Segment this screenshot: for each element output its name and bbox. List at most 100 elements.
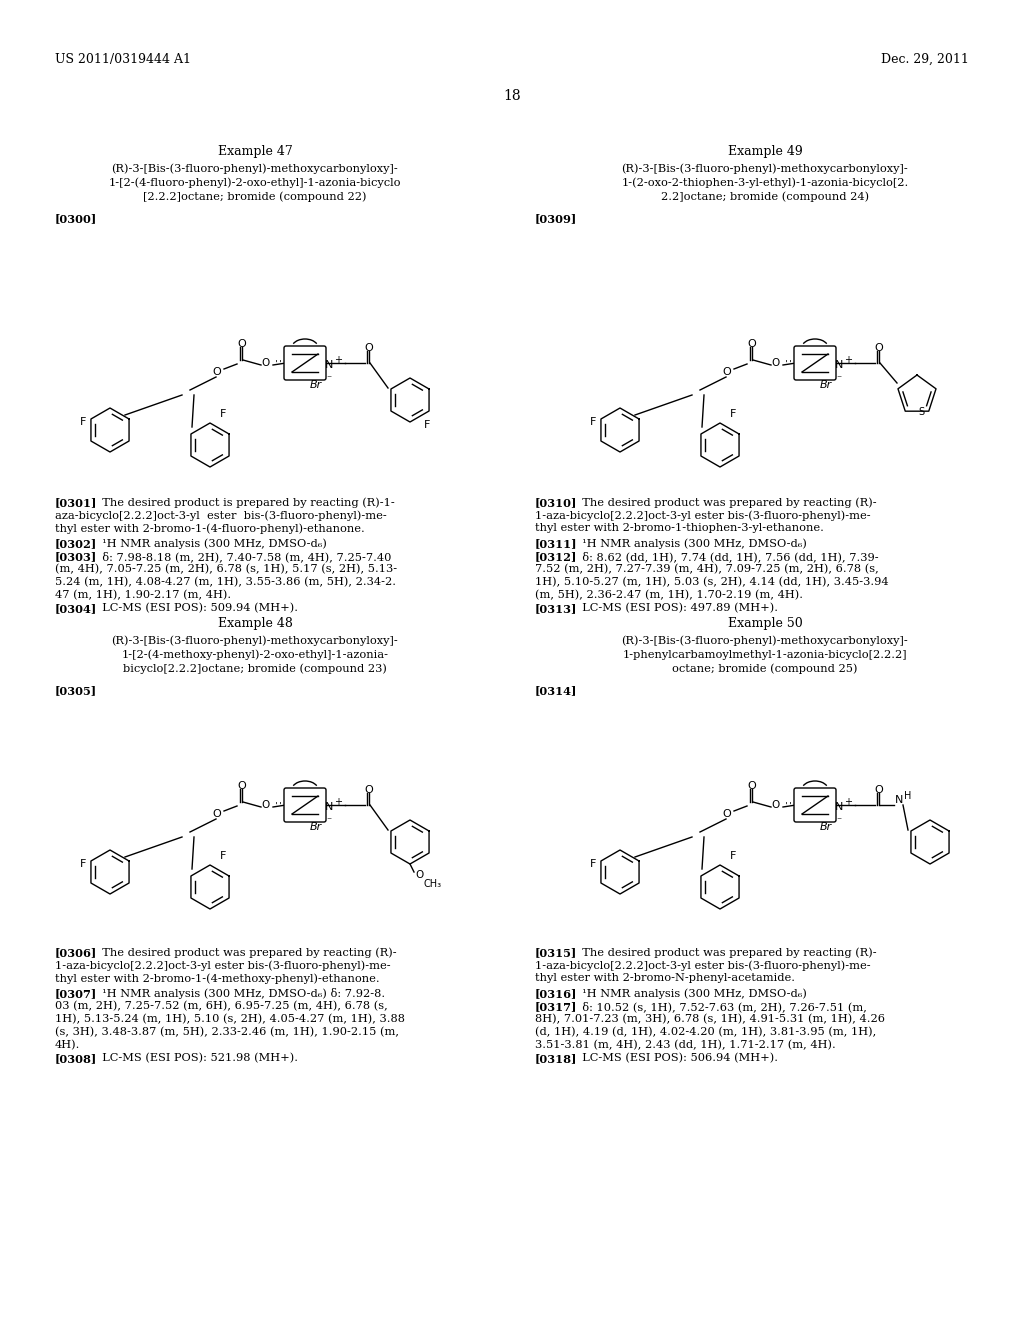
Text: (R)-3-[Bis-(3-fluoro-phenyl)-methoxycarbonyloxy]-: (R)-3-[Bis-(3-fluoro-phenyl)-methoxycarb… (622, 635, 908, 645)
Text: 8H), 7.01-7.23 (m, 3H), 6.78 (s, 1H), 4.91-5.31 (m, 1H), 4.26: 8H), 7.01-7.23 (m, 3H), 6.78 (s, 1H), 4.… (535, 1014, 885, 1024)
Text: (R)-3-[Bis-(3-fluoro-phenyl)-methoxycarbonyloxy]-: (R)-3-[Bis-(3-fluoro-phenyl)-methoxycarb… (112, 635, 398, 645)
Text: 5.24 (m, 1H), 4.08-4.27 (m, 1H), 3.55-3.86 (m, 5H), 2.34-2.: 5.24 (m, 1H), 4.08-4.27 (m, 1H), 3.55-3.… (55, 577, 396, 587)
Text: (d, 1H), 4.19 (d, 1H), 4.02-4.20 (m, 1H), 3.81-3.95 (m, 1H),: (d, 1H), 4.19 (d, 1H), 4.02-4.20 (m, 1H)… (535, 1027, 877, 1038)
Text: thyl ester with 2-bromo-1-(4-fluoro-phenyl)-ethanone.: thyl ester with 2-bromo-1-(4-fluoro-phen… (55, 523, 365, 533)
Text: (R)-3-[Bis-(3-fluoro-phenyl)-methoxycarbonyloxy]-: (R)-3-[Bis-(3-fluoro-phenyl)-methoxycarb… (112, 164, 398, 174)
Text: [0310]: [0310] (535, 498, 578, 508)
Text: thyl ester with 2-bromo-N-phenyl-acetamide.: thyl ester with 2-bromo-N-phenyl-acetami… (535, 973, 795, 983)
Text: [0301]: [0301] (55, 498, 97, 508)
Text: 4H).: 4H). (55, 1040, 80, 1051)
Text: Example 48: Example 48 (217, 616, 293, 630)
Text: O: O (415, 870, 423, 880)
Text: US 2011/0319444 A1: US 2011/0319444 A1 (55, 53, 191, 66)
Text: Example 47: Example 47 (218, 145, 293, 158)
Text: LC-MS (ESI POS): 506.94 (MH+).: LC-MS (ESI POS): 506.94 (MH+). (575, 1053, 778, 1064)
Text: 1-[2-(4-methoxy-phenyl)-2-oxo-ethyl]-1-azonia-: 1-[2-(4-methoxy-phenyl)-2-oxo-ethyl]-1-a… (122, 649, 388, 660)
Text: ¹H NMR analysis (300 MHz, DMSO-d₆) δ: 7.92-8.: ¹H NMR analysis (300 MHz, DMSO-d₆) δ: 7.… (95, 987, 385, 999)
Text: '''': '''' (274, 359, 294, 368)
Text: 1-(2-oxo-2-thiophen-3-yl-ethyl)-1-azonia-bicyclo[2.: 1-(2-oxo-2-thiophen-3-yl-ethyl)-1-azonia… (622, 177, 908, 187)
Text: 7.52 (m, 2H), 7.27-7.39 (m, 4H), 7.09-7.25 (m, 2H), 6.78 (s,: 7.52 (m, 2H), 7.27-7.39 (m, 4H), 7.09-7.… (535, 564, 879, 574)
Text: [0316]: [0316] (535, 987, 578, 999)
Text: LC-MS (ESI POS): 521.98 (MH+).: LC-MS (ESI POS): 521.98 (MH+). (95, 1053, 298, 1064)
Text: The desired product is prepared by reacting (R)-1-: The desired product is prepared by react… (95, 498, 394, 508)
Text: 2.2]octane; bromide (compound 24): 2.2]octane; bromide (compound 24) (660, 191, 869, 202)
Text: N: N (835, 360, 844, 370)
FancyBboxPatch shape (794, 346, 836, 380)
Text: [0311]: [0311] (535, 539, 578, 549)
Text: 1-aza-bicyclo[2.2.2]oct-3-yl ester bis-(3-fluoro-phenyl)-me-: 1-aza-bicyclo[2.2.2]oct-3-yl ester bis-(… (535, 510, 870, 520)
Text: O: O (238, 339, 247, 348)
Text: [0307]: [0307] (55, 987, 97, 999)
Text: ¹H NMR analysis (300 MHz, DMSO-d₆): ¹H NMR analysis (300 MHz, DMSO-d₆) (575, 987, 807, 998)
Text: CH₃: CH₃ (423, 879, 441, 888)
Text: [0318]: [0318] (535, 1053, 578, 1064)
Text: O: O (238, 781, 247, 791)
Text: O: O (365, 343, 374, 352)
Text: [0308]: [0308] (55, 1053, 97, 1064)
Text: 1-[2-(4-fluoro-phenyl)-2-oxo-ethyl]-1-azonia-bicyclo: 1-[2-(4-fluoro-phenyl)-2-oxo-ethyl]-1-az… (109, 177, 401, 187)
Text: [0302]: [0302] (55, 539, 97, 549)
Text: 1H), 5.10-5.27 (m, 1H), 5.03 (s, 2H), 4.14 (dd, 1H), 3.45-3.94: 1H), 5.10-5.27 (m, 1H), 5.03 (s, 2H), 4.… (535, 577, 889, 587)
Text: N: N (325, 360, 334, 370)
Text: O: O (772, 800, 780, 810)
Text: N: N (325, 803, 334, 812)
Text: +: + (844, 797, 852, 807)
Text: O: O (874, 785, 884, 795)
Text: [0315]: [0315] (535, 946, 578, 958)
Text: Dec. 29, 2011: Dec. 29, 2011 (881, 53, 969, 66)
Text: O: O (748, 339, 757, 348)
Text: ⁻: ⁻ (836, 374, 841, 384)
Text: [0306]: [0306] (55, 946, 97, 958)
Text: O: O (723, 367, 731, 378)
Text: F: F (220, 851, 226, 861)
Text: F: F (590, 417, 596, 426)
Text: Br: Br (310, 380, 323, 389)
Text: N: N (835, 803, 844, 812)
Text: +: + (334, 355, 342, 366)
Text: [0312]: [0312] (535, 550, 578, 562)
Text: 47 (m, 1H), 1.90-2.17 (m, 4H).: 47 (m, 1H), 1.90-2.17 (m, 4H). (55, 590, 231, 601)
Text: [0309]: [0309] (535, 213, 578, 224)
FancyBboxPatch shape (794, 788, 836, 822)
Text: 1-aza-bicyclo[2.2.2]oct-3-yl ester bis-(3-fluoro-phenyl)-me-: 1-aza-bicyclo[2.2.2]oct-3-yl ester bis-(… (55, 960, 390, 970)
Text: O: O (213, 367, 221, 378)
Text: (m, 4H), 7.05-7.25 (m, 2H), 6.78 (s, 1H), 5.17 (s, 2H), 5.13-: (m, 4H), 7.05-7.25 (m, 2H), 6.78 (s, 1H)… (55, 564, 397, 574)
Text: S: S (918, 407, 924, 417)
Text: H: H (904, 791, 911, 801)
Text: O: O (262, 358, 270, 368)
Text: 3.51-3.81 (m, 4H), 2.43 (dd, 1H), 1.71-2.17 (m, 4H).: 3.51-3.81 (m, 4H), 2.43 (dd, 1H), 1.71-2… (535, 1040, 836, 1051)
Text: 1H), 5.13-5.24 (m, 1H), 5.10 (s, 2H), 4.05-4.27 (m, 1H), 3.88: 1H), 5.13-5.24 (m, 1H), 5.10 (s, 2H), 4.… (55, 1014, 406, 1024)
Text: (R)-3-[Bis-(3-fluoro-phenyl)-methoxycarbonyloxy]-: (R)-3-[Bis-(3-fluoro-phenyl)-methoxycarb… (622, 164, 908, 174)
Text: LC-MS (ESI POS): 497.89 (MH+).: LC-MS (ESI POS): 497.89 (MH+). (575, 603, 778, 614)
Text: [0305]: [0305] (55, 685, 97, 696)
Text: Example 49: Example 49 (728, 145, 803, 158)
Text: [0300]: [0300] (55, 213, 97, 224)
Text: '''': '''' (274, 801, 294, 810)
Text: +: + (844, 355, 852, 366)
Text: Example 50: Example 50 (728, 616, 803, 630)
Text: O: O (262, 800, 270, 810)
Text: thyl ester with 2-bromo-1-thiophen-3-yl-ethanone.: thyl ester with 2-bromo-1-thiophen-3-yl-… (535, 523, 824, 533)
Text: (m, 5H), 2.36-2.47 (m, 1H), 1.70-2.19 (m, 4H).: (m, 5H), 2.36-2.47 (m, 1H), 1.70-2.19 (m… (535, 590, 803, 601)
Text: O: O (365, 785, 374, 795)
Text: ⁻: ⁻ (326, 816, 331, 826)
Text: O: O (723, 809, 731, 818)
Text: F: F (730, 851, 736, 861)
Text: octane; bromide (compound 25): octane; bromide (compound 25) (672, 664, 858, 675)
Text: The desired product was prepared by reacting (R)-: The desired product was prepared by reac… (575, 946, 877, 957)
Text: [0314]: [0314] (535, 685, 578, 696)
Text: bicyclo[2.2.2]octane; bromide (compound 23): bicyclo[2.2.2]octane; bromide (compound … (123, 664, 387, 675)
Text: δ: 7.98-8.18 (m, 2H), 7.40-7.58 (m, 4H), 7.25-7.40: δ: 7.98-8.18 (m, 2H), 7.40-7.58 (m, 4H),… (95, 550, 391, 562)
Text: +: + (334, 797, 342, 807)
FancyBboxPatch shape (284, 788, 326, 822)
Text: '''': '''' (784, 359, 804, 368)
Text: F: F (424, 420, 430, 430)
Text: 1-phenylcarbamoylmethyl-1-azonia-bicyclo[2.2.2]: 1-phenylcarbamoylmethyl-1-azonia-bicyclo… (623, 649, 907, 660)
Text: (s, 3H), 3.48-3.87 (m, 5H), 2.33-2.46 (m, 1H), 1.90-2.15 (m,: (s, 3H), 3.48-3.87 (m, 5H), 2.33-2.46 (m… (55, 1027, 399, 1038)
Text: F: F (730, 409, 736, 418)
Text: O: O (748, 781, 757, 791)
Text: [2.2.2]octane; bromide (compound 22): [2.2.2]octane; bromide (compound 22) (143, 191, 367, 202)
Text: The desired product was prepared by reacting (R)-: The desired product was prepared by reac… (575, 498, 877, 508)
Text: O: O (213, 809, 221, 818)
Text: N: N (895, 795, 903, 805)
